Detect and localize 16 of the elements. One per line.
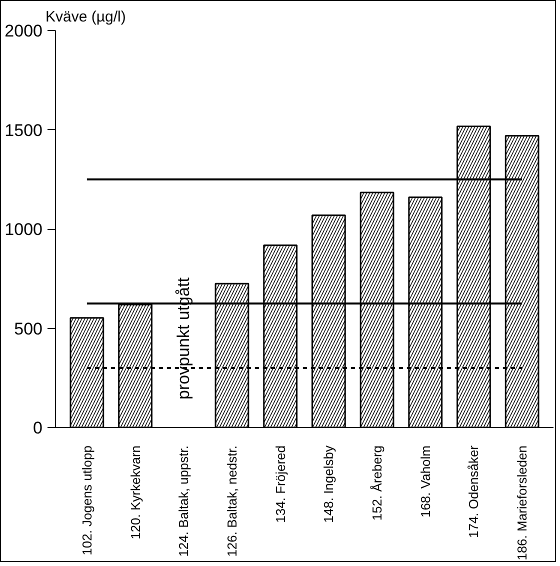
y-axis-title: Kväve (µg/l): [46, 8, 126, 26]
x-tick-label: 148. Ingelsby: [321, 445, 336, 523]
y-tick-label: 2000: [4, 22, 43, 40]
x-tick-label: 120. Kyrkekvarn: [128, 445, 143, 540]
y-tick-label: 500: [14, 319, 43, 338]
x-tick-label: 102. Jogens utlopp: [79, 445, 94, 556]
x-tick-label: 126. Baltak, nedstr.: [224, 445, 240, 557]
x-tick-label: 186. Marieforsleden: [514, 445, 530, 560]
y-tick-label: 0: [33, 418, 43, 438]
x-tick-label: 134. Fröjered: [272, 445, 288, 523]
x-tick-label: 124. Baltak, uppstr.: [176, 445, 192, 557]
x-tick-label: 174. Odensåker: [466, 444, 482, 538]
y-tick-label: 1500: [4, 120, 43, 140]
x-tick-label: 152. Åreberg: [370, 445, 385, 521]
y-tick-label: 1000: [4, 220, 43, 239]
x-tick-label: 168. Vaholm: [418, 445, 433, 518]
